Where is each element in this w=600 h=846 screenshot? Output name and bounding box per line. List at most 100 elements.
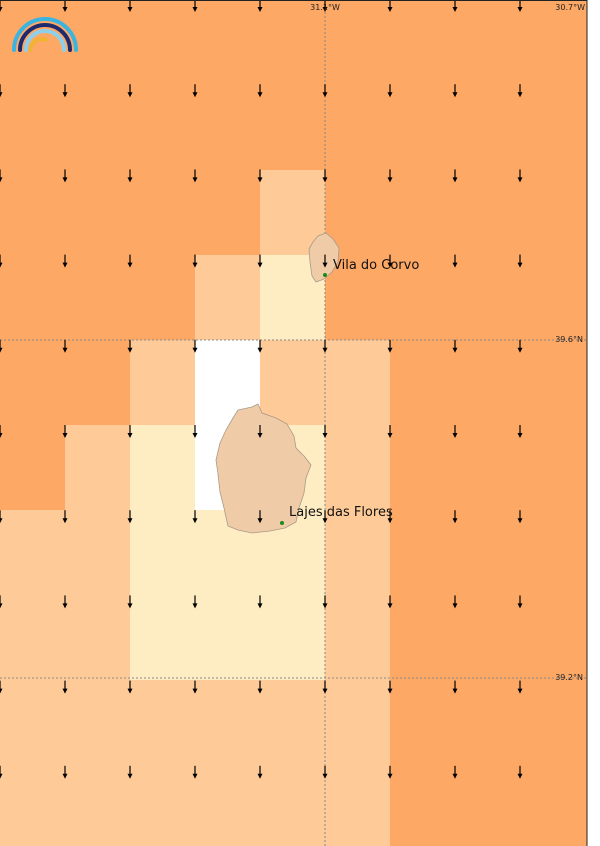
cell xyxy=(65,340,130,425)
cell xyxy=(520,680,587,765)
wind-arrow-head xyxy=(62,603,68,609)
wind-arrow-head xyxy=(127,603,133,609)
cell xyxy=(325,85,390,170)
cell xyxy=(0,425,65,510)
cell xyxy=(130,595,195,680)
cell xyxy=(130,510,195,595)
wind-arrow-head xyxy=(517,518,523,524)
wind-arrow-head xyxy=(387,688,393,694)
cell xyxy=(455,255,520,340)
wind-arrow-head xyxy=(322,92,328,98)
cell xyxy=(325,340,390,425)
cell xyxy=(130,765,195,846)
cell xyxy=(520,765,587,846)
wind-arrow-head xyxy=(322,347,328,353)
cell xyxy=(325,0,390,85)
wind-arrow-head xyxy=(62,433,68,438)
wind-arrow-head xyxy=(62,518,68,524)
wind-arrow-head xyxy=(62,773,68,779)
wind-arrow-head xyxy=(0,262,3,268)
cell xyxy=(520,595,587,680)
wind-arrow-head xyxy=(387,7,393,12)
wind-arrow-head xyxy=(62,7,68,12)
longitude-label: 31.1°W xyxy=(310,3,340,12)
cell xyxy=(260,680,325,765)
wind-arrow-head xyxy=(257,177,263,183)
wind-arrow-head xyxy=(257,92,263,98)
logo xyxy=(12,17,78,52)
wind-arrow-head xyxy=(517,7,523,12)
wind-arrow-head xyxy=(257,603,263,609)
wind-arrows xyxy=(0,0,523,779)
wind-arrow-head xyxy=(387,177,393,183)
wind-arrow-head xyxy=(387,92,393,98)
cell xyxy=(390,510,455,595)
wind-arrow-head xyxy=(517,433,523,438)
wind-arrow-head xyxy=(192,177,198,183)
longitude-label: 30.7°W xyxy=(555,3,585,12)
cell xyxy=(0,170,65,255)
wind-arrow-head xyxy=(452,773,458,779)
cell xyxy=(455,340,520,425)
cell xyxy=(455,510,520,595)
cell xyxy=(65,85,130,170)
wind-arrow-head xyxy=(322,262,328,268)
place-label: Lajes das Flores xyxy=(289,505,393,520)
cell xyxy=(325,510,390,595)
wind-arrow-head xyxy=(62,688,68,694)
wind-arrow-head xyxy=(192,347,198,353)
wind-arrow-head xyxy=(127,433,133,438)
wind-arrow-head xyxy=(257,773,263,779)
cell xyxy=(455,680,520,765)
wind-arrow-head xyxy=(452,7,458,12)
wind-arrow-head xyxy=(517,603,523,609)
town-dot xyxy=(280,521,284,525)
wind-arrow-head xyxy=(62,92,68,98)
cell xyxy=(390,255,455,340)
wind-arrow-head xyxy=(257,262,263,268)
cell xyxy=(65,425,130,510)
wind-arrow-head xyxy=(322,688,328,694)
wind-arrow-head xyxy=(517,177,523,183)
cell xyxy=(130,340,195,425)
place-label: Vila do Corvo xyxy=(333,258,419,273)
wind-arrow-head xyxy=(127,262,133,268)
wind-arrow-head xyxy=(387,603,393,609)
wind-arrow-head xyxy=(127,688,133,694)
wind-arrow-head xyxy=(127,518,133,524)
cell xyxy=(390,170,455,255)
cell xyxy=(390,85,455,170)
wind-arrow-head xyxy=(452,177,458,183)
cell xyxy=(0,510,65,595)
cell xyxy=(325,595,390,680)
wind-arrow-head xyxy=(192,603,198,609)
wind-arrow-head xyxy=(517,688,523,694)
cells xyxy=(0,0,587,846)
wind-arrow-head xyxy=(452,92,458,98)
wind-arrow-head xyxy=(322,773,328,779)
cell xyxy=(65,680,130,765)
wind-arrow-head xyxy=(387,773,393,779)
cell xyxy=(455,85,520,170)
wind-arrow-head xyxy=(452,603,458,609)
cell xyxy=(195,765,260,846)
wind-arrow-head xyxy=(192,433,198,438)
graticule xyxy=(0,0,587,846)
cell xyxy=(455,765,520,846)
flores-island xyxy=(215,403,312,534)
cell xyxy=(520,425,587,510)
wind-arrow-head xyxy=(452,518,458,524)
wind-arrow-head xyxy=(0,688,3,694)
wind-arrow-head xyxy=(322,433,328,438)
cell xyxy=(130,425,195,510)
wind-arrow-head xyxy=(452,347,458,353)
wind-arrow-head xyxy=(452,433,458,438)
cell xyxy=(390,0,455,85)
cell xyxy=(260,340,325,425)
wind-arrow-head xyxy=(517,773,523,779)
cell xyxy=(130,85,195,170)
cell xyxy=(520,255,587,340)
cell xyxy=(65,510,130,595)
cell xyxy=(260,85,325,170)
